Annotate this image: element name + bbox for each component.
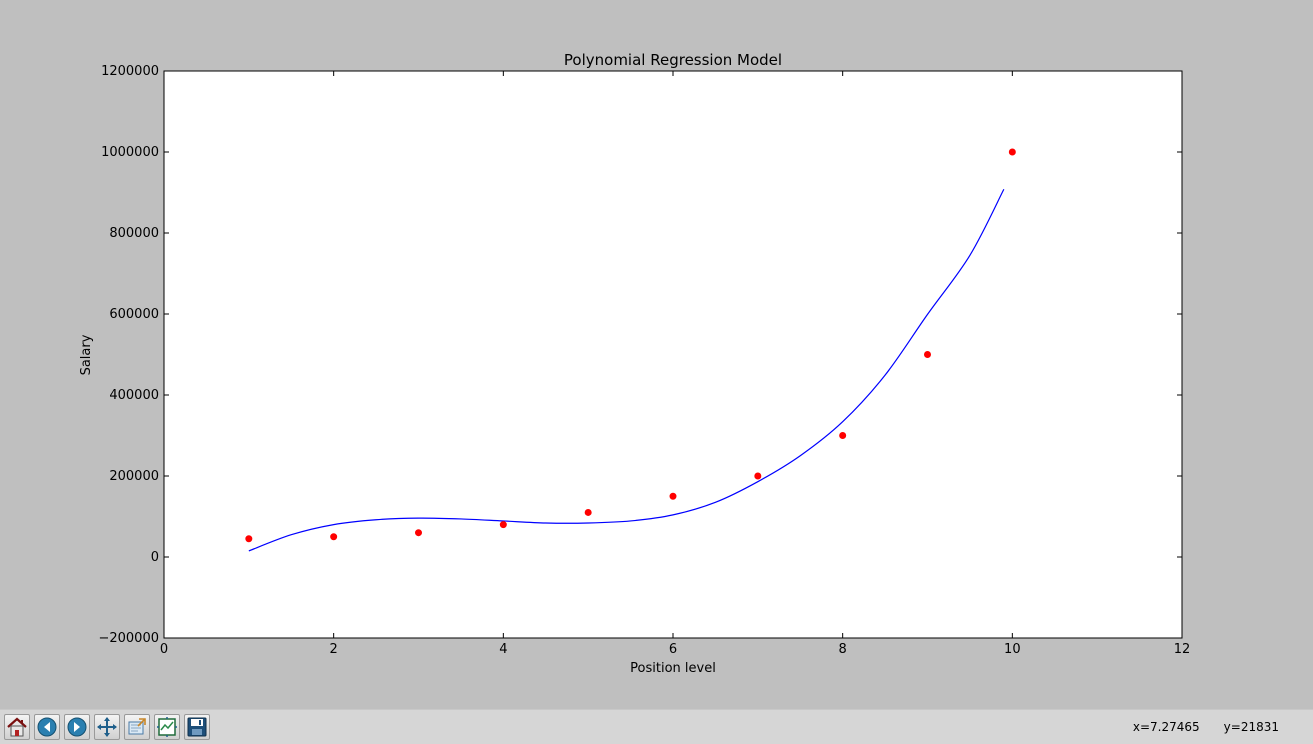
y-tick-label: 1200000 xyxy=(101,64,159,79)
y-tick-label: 1000000 xyxy=(101,145,159,160)
y-tick-label: 200000 xyxy=(109,469,159,484)
data-point xyxy=(415,529,422,537)
save-button[interactable] xyxy=(184,714,210,740)
data-point xyxy=(1008,148,1016,156)
pan-button[interactable] xyxy=(94,714,120,740)
scatter-points-layer xyxy=(245,148,1016,543)
x-tick-label: 10 xyxy=(1004,642,1021,657)
fit-curve-layer xyxy=(248,188,1005,552)
forward-arrow-icon xyxy=(67,717,87,737)
data-point xyxy=(245,535,253,543)
y-axis-ticks: −200000 0 200000 400000 600000 800000 1000000 1… xyxy=(98,64,1182,646)
data-point xyxy=(584,508,592,516)
cursor-x-readout: x=7.27465 xyxy=(1132,720,1200,734)
navigation-toolbar: x=7.27465 y=21831 xyxy=(0,709,1313,744)
forward-button[interactable] xyxy=(64,714,90,740)
y-tick-label: 600000 xyxy=(109,307,159,322)
data-point xyxy=(924,351,931,358)
figure: 0 2 4 6 8 10 12 −200000 0 200000 400000 600000 8000… xyxy=(79,51,1191,676)
x-tick-label: 0 xyxy=(160,642,168,657)
data-point xyxy=(839,432,847,439)
data-point xyxy=(754,472,762,480)
home-button[interactable] xyxy=(4,714,30,740)
subplots-button[interactable] xyxy=(154,714,180,740)
chart-canvas: 0 2 4 6 8 10 12 −20000002000004000006000008000… xyxy=(79,51,1190,676)
x-tick-label: 4 xyxy=(499,642,507,657)
zoom-button[interactable] xyxy=(124,714,150,740)
data-point xyxy=(330,533,338,541)
chart-title: Polynomial Regression Model xyxy=(564,51,782,69)
subplots-icon xyxy=(157,717,177,737)
y-tick-label: −200000 xyxy=(98,631,159,646)
data-point xyxy=(669,492,677,500)
home-icon xyxy=(7,717,27,737)
data-point xyxy=(499,521,507,529)
zoom-rect-icon xyxy=(128,718,146,735)
back-arrow-icon xyxy=(37,717,57,737)
y-tick-label: 0 xyxy=(151,550,159,565)
x-tick-label: 12 xyxy=(1174,642,1191,657)
x-tick-label: 8 xyxy=(839,642,847,657)
floppy-disk-icon xyxy=(187,717,207,737)
pan-arrows-icon xyxy=(97,717,117,737)
cursor-y-readout: y=21831 xyxy=(1223,720,1279,734)
back-button[interactable] xyxy=(34,714,60,740)
regression-curve xyxy=(248,188,1005,552)
y-axis-label: Salary xyxy=(79,334,94,375)
x-axis-ticks: 0 2 4 6 8 10 12 xyxy=(160,71,1190,657)
plot-area[interactable] xyxy=(164,71,1182,638)
cursor-coordinates: x=7.27465 y=21831 xyxy=(1133,720,1279,734)
x-axis-label: Position level xyxy=(630,661,716,676)
y-tick-label: 800000 xyxy=(109,226,159,241)
x-tick-label: 2 xyxy=(330,642,338,657)
x-tick-label: 6 xyxy=(669,642,677,657)
y-tick-label: 400000 xyxy=(109,388,159,403)
